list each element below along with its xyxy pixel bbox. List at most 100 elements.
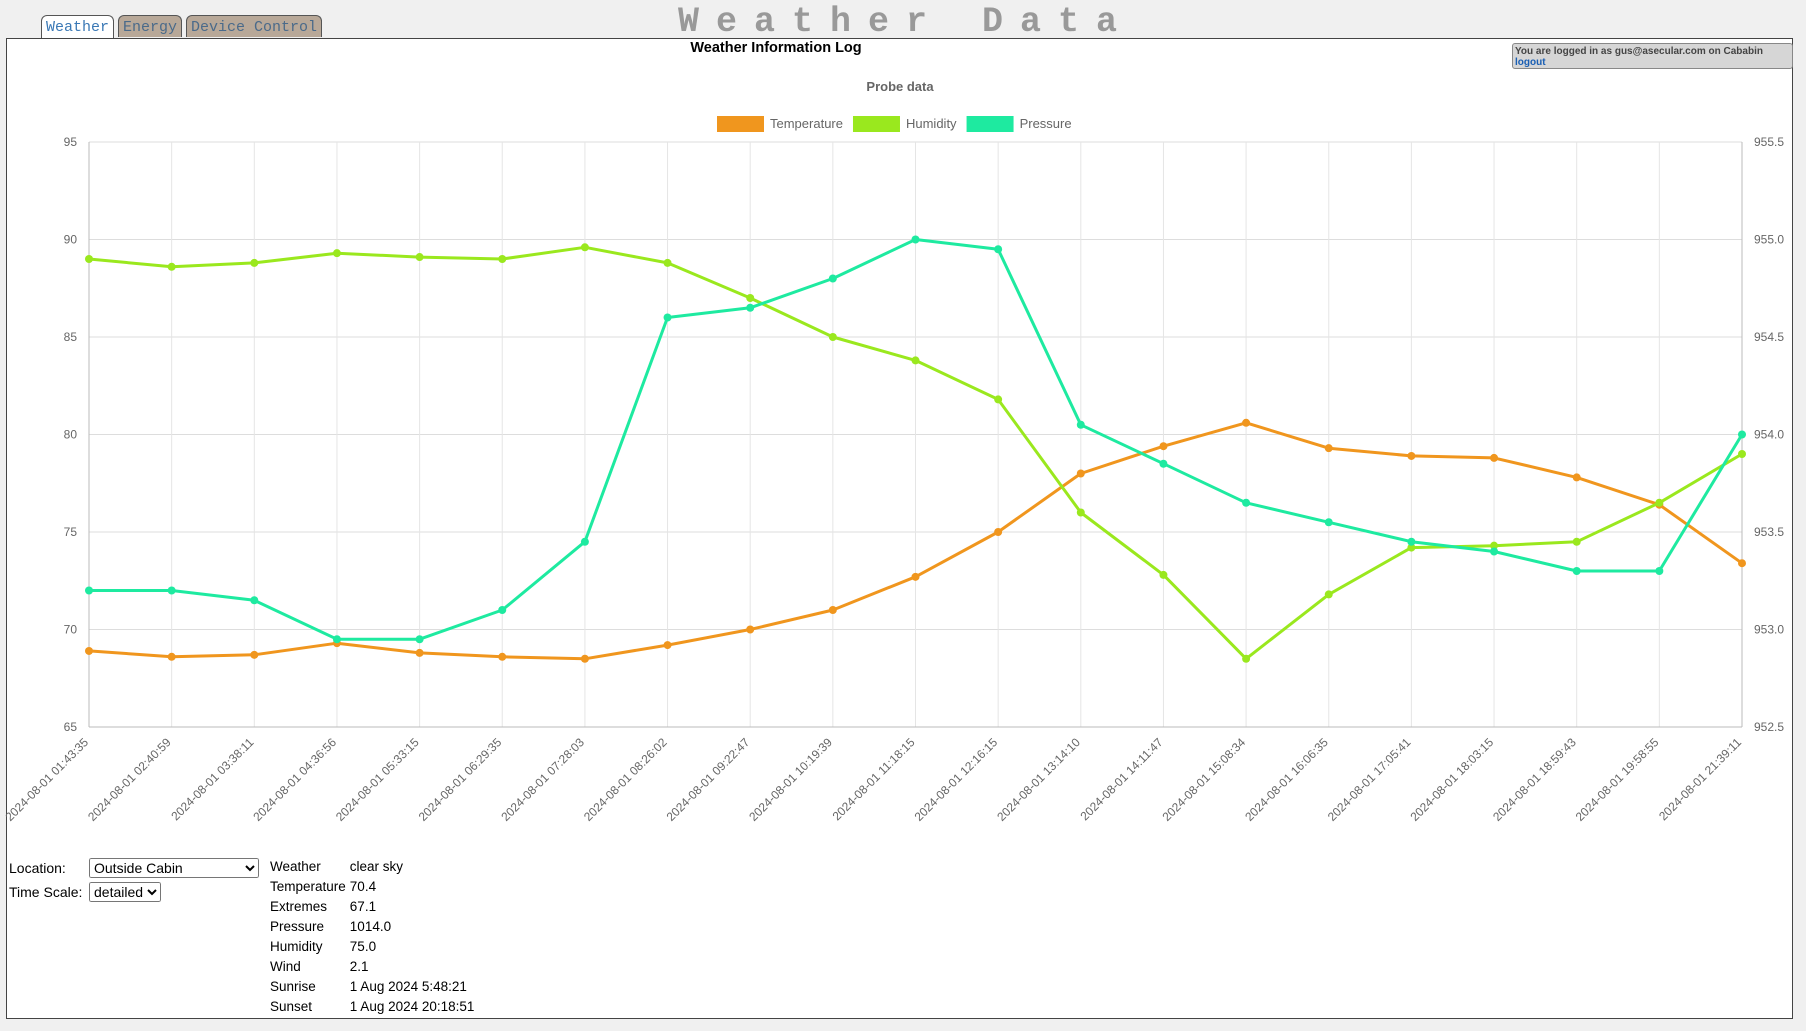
legend-swatch-temperature — [717, 116, 764, 132]
x-tick-label: 2024-08-01 09:22:47 — [664, 735, 753, 824]
location-label: Location: — [9, 860, 66, 876]
y-right-tick-label: 955.0 — [1754, 233, 1784, 247]
data-point-pressure — [1076, 420, 1085, 429]
info-label: Sunset — [270, 998, 313, 1014]
data-point-temperature — [911, 572, 920, 581]
x-tick-label: 2024-08-01 11:18:15 — [830, 735, 918, 823]
tab-energy[interactable]: Energy — [118, 15, 183, 37]
info-row: Sunset 1 Aug 2024 20:18:51 — [270, 996, 478, 1016]
timescale-select[interactable]: detailed — [89, 882, 161, 902]
x-tick-label: 2024-08-01 12:16:15 — [912, 735, 1001, 824]
data-point-humidity — [332, 249, 341, 258]
data-point-pressure — [1242, 498, 1251, 507]
data-point-humidity — [167, 262, 176, 271]
login-text: You are logged in as gus@asecular.com on… — [1515, 46, 1763, 57]
data-point-pressure — [911, 235, 920, 244]
controls: Location: Outside Cabin Time Scale: deta… — [9, 856, 259, 904]
y-right-tick-label: 953.5 — [1754, 525, 1784, 539]
data-point-temperature — [1324, 444, 1333, 453]
legend-label-humidity: Humidity — [906, 116, 957, 131]
data-point-pressure — [580, 537, 589, 546]
legend-swatch-pressure — [966, 116, 1014, 132]
main-panel — [6, 38, 1793, 1019]
logout-link[interactable]: logout — [1515, 57, 1546, 68]
data-point-humidity — [1076, 508, 1085, 517]
info-row: Temperature 70.4 — [270, 876, 478, 896]
page-title: Weather Data — [678, 2, 1135, 42]
data-point-pressure — [332, 635, 341, 644]
x-tick-label: 2024-08-01 21:39:11 — [1656, 735, 1744, 823]
y-left-tick-label: 80 — [64, 428, 78, 442]
info-row: Pressure 1014.0 — [270, 916, 478, 936]
tab-weather[interactable]: Weather — [41, 15, 115, 40]
info-value: 1014.0 — [349, 918, 392, 934]
x-tick-label: 2024-08-01 05:33:15 — [333, 735, 422, 824]
y-left-tick-label: 65 — [64, 720, 78, 734]
x-tick-label: 2024-08-01 18:03:15 — [1407, 735, 1496, 824]
tab-device-control[interactable]: Device Control — [186, 15, 323, 37]
x-tick-label: 2024-08-01 01:43:35 — [2, 735, 91, 824]
info-label: Sunrise — [270, 978, 316, 994]
data-point-temperature — [250, 650, 259, 659]
data-point-humidity — [1738, 450, 1746, 458]
info-label: Wind — [270, 958, 301, 974]
x-tick-label: 2024-08-01 14:11:47 — [1078, 735, 1166, 823]
x-tick-label: 2024-08-01 13:14:10 — [994, 735, 1083, 824]
data-point-humidity — [580, 243, 589, 252]
chart-heading: Weather Information Log — [690, 40, 861, 56]
info-label: Pressure — [270, 918, 325, 934]
data-point-temperature — [1738, 559, 1746, 568]
data-point-temperature — [663, 641, 672, 650]
x-tick-label: 2024-08-01 18:59:43 — [1490, 735, 1579, 824]
legend-label-temperature: Temperature — [770, 116, 843, 131]
data-point-pressure — [1490, 547, 1499, 556]
data-point-temperature — [1490, 453, 1499, 462]
data-point-humidity — [1572, 537, 1581, 546]
series-humidity — [85, 243, 1746, 663]
data-point-humidity — [828, 333, 837, 341]
data-point-pressure — [1159, 459, 1168, 468]
info-label: Weather — [270, 858, 321, 874]
location-select[interactable]: Outside Cabin — [89, 858, 259, 878]
data-point-humidity — [911, 356, 920, 365]
data-point-temperature — [167, 652, 176, 661]
x-tick-label: 2024-08-01 16:06:35 — [1242, 735, 1331, 824]
y-right-tick-label: 955.5 — [1754, 135, 1784, 149]
data-point-temperature — [1242, 418, 1251, 427]
data-point-humidity — [1407, 543, 1416, 552]
y-left-tick-label: 95 — [64, 135, 78, 149]
data-point-humidity — [1655, 498, 1664, 507]
info-value: 2.1 — [349, 958, 369, 974]
y-right-tick-label: 953.0 — [1754, 623, 1784, 637]
data-point-humidity — [415, 253, 424, 262]
y-left-tick-label: 70 — [64, 623, 78, 637]
chart-title: Probe data — [866, 79, 934, 94]
data-point-temperature — [746, 625, 755, 634]
info-label: Humidity — [270, 938, 323, 954]
data-point-humidity — [994, 395, 1003, 404]
info-value: clear sky — [349, 858, 404, 874]
x-tick-label: 2024-08-01 02:40:59 — [85, 735, 174, 824]
data-point-humidity — [1242, 654, 1251, 663]
data-point-pressure — [498, 606, 507, 614]
data-point-humidity — [250, 258, 259, 267]
info-label: Temperature — [270, 878, 346, 894]
legend-swatch-humidity — [852, 116, 900, 132]
info-row: Weather clear sky — [270, 856, 478, 876]
data-point-humidity — [85, 255, 93, 263]
info-value: 67.1 — [349, 898, 377, 914]
x-tick-label: 2024-08-01 19:58:55 — [1573, 735, 1662, 824]
data-point-pressure — [415, 635, 424, 644]
x-tick-label: 2024-08-01 15:08:34 — [1160, 735, 1249, 824]
y-right-tick-label: 954.0 — [1754, 428, 1784, 442]
data-point-temperature — [580, 654, 589, 663]
y-left-tick-label: 75 — [64, 525, 78, 539]
data-point-humidity — [1490, 541, 1499, 550]
tab-bar: Weather Energy Device Control — [41, 15, 323, 40]
x-tick-label: 2024-08-01 04:36:56 — [250, 735, 339, 824]
data-point-temperature — [1572, 473, 1581, 482]
x-tick-label: 2024-08-01 06:29:35 — [416, 735, 505, 824]
info-label: Extremes — [270, 898, 328, 914]
y-right-tick-label: 954.5 — [1754, 330, 1784, 344]
data-point-temperature — [415, 648, 424, 657]
